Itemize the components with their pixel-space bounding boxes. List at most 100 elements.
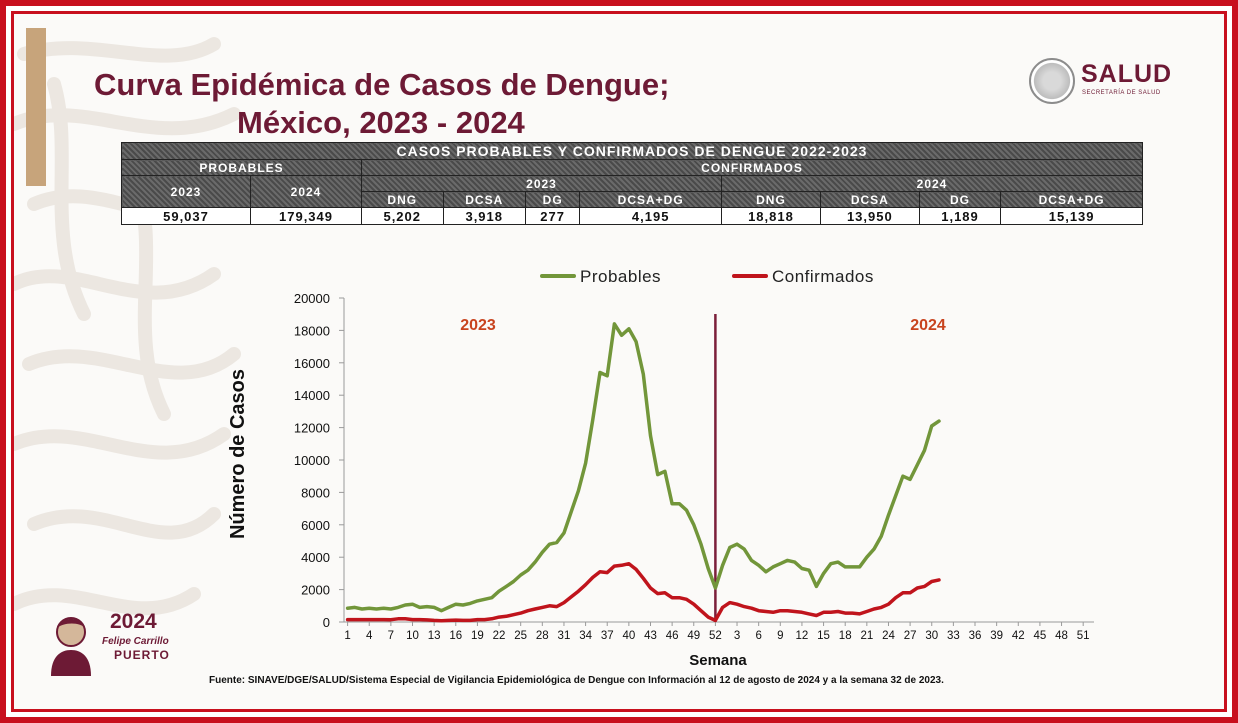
epidemic-curve-chart: Probables Confirmados 0 2000 4000 6000 8000 10…: [227, 267, 1094, 666]
salud-logo-subtext: SECRETARÍA DE SALUD: [1082, 90, 1161, 96]
x-tick-label: 6: [755, 630, 761, 642]
header-dcsa-2024: DCSA: [819, 191, 920, 208]
header-confirmados: CONFIRMADOS: [361, 159, 1143, 176]
y-tick-label: 2000: [301, 583, 330, 598]
header-dcsa-2023: DCSA: [442, 191, 526, 208]
header-dg-2023: DG: [524, 191, 581, 208]
portrait-icon: [51, 617, 91, 676]
header-confirmados-2024: 2024: [721, 175, 1143, 192]
x-tick-label: 51: [1077, 630, 1090, 642]
y-tick-label: 8000: [301, 485, 330, 500]
x-tick-label: 52: [709, 630, 722, 642]
x-tick-label: 43: [644, 630, 657, 642]
year-annotation-2023: 2023: [460, 317, 496, 334]
value-probables-2023: 59,037: [121, 207, 251, 225]
source-footnote: Fuente: SINAVE/DGE/SALUD/Sistema Especia…: [209, 675, 944, 686]
y-tick-label: 18000: [294, 323, 330, 338]
value-dcsa-dg-2023: 4,195: [579, 207, 723, 225]
year-annotation-2024: 2024: [910, 317, 946, 334]
x-tick-label: 3: [734, 630, 740, 642]
x-tick-label: 25: [514, 630, 527, 642]
x-tick-label: 22: [493, 630, 506, 642]
salud-logo-text: SALUD: [1081, 60, 1173, 88]
header-dng-2024: DNG: [721, 191, 821, 208]
header-probables-2024: 2024: [250, 175, 362, 208]
y-tick-label: 10000: [294, 453, 330, 468]
value-probables-2024: 179,349: [250, 207, 362, 225]
header-probables: PROBABLES: [121, 159, 362, 176]
x-tick-label: 33: [947, 630, 960, 642]
x-tick-label: 49: [687, 630, 700, 642]
logo-name: Felipe Carrillo: [102, 636, 169, 647]
x-tick-label: 39: [990, 630, 1003, 642]
table-title: CASOS PROBABLES Y CONFIRMADOS DE DENGUE …: [121, 142, 1143, 160]
chart-series: [345, 322, 941, 623]
gold-accent-bar: [26, 28, 46, 186]
header-confirmados-2023: 2023: [360, 175, 723, 192]
x-tick-label: 16: [449, 630, 462, 642]
header-dcsa-dg-2023: DCSA+DG: [579, 191, 723, 208]
y-tick-label: 20000: [294, 291, 330, 306]
logo-2024-felipe-carrillo-puerto: 2024 Felipe Carrillo PUERTO: [38, 604, 198, 684]
x-tick-label: 10: [406, 630, 419, 642]
background-pattern: [14, 37, 241, 616]
header-dng-2023: DNG: [361, 191, 444, 208]
x-tick-label: 1: [344, 630, 350, 642]
x-tick-label: 27: [904, 630, 917, 642]
salud-logo: SALUD SECRETARÍA DE SALUD: [1029, 58, 1189, 108]
x-tick-label: 34: [579, 630, 592, 642]
header-dg-2024: DG: [918, 191, 1002, 208]
y-tick-label: 16000: [294, 356, 330, 371]
y-tick-label: 0: [323, 615, 330, 630]
x-tick-label: 18: [839, 630, 852, 642]
x-tick-label: 31: [558, 630, 571, 642]
legend-label-probables: Probables: [580, 267, 661, 286]
x-tick-label: 15: [817, 630, 830, 642]
value-dng-2023: 5,202: [361, 207, 444, 225]
x-tick-label: 40: [622, 630, 635, 642]
value-dcsa-dg-2024: 15,139: [1000, 207, 1143, 225]
y-axis: 0 2000 4000 6000 8000 10000 12000 14000 16000 180…: [294, 291, 345, 630]
value-dcsa-2024: 13,950: [819, 207, 920, 225]
header-dcsa-dg-2024: DCSA+DG: [1000, 191, 1143, 208]
value-dng-2024: 18,818: [721, 207, 821, 225]
x-tick-label: 19: [471, 630, 484, 642]
header-probables-2023: 2023: [121, 175, 251, 208]
x-tick-label: 28: [536, 630, 549, 642]
title-line-2: México, 2023 - 2024: [237, 105, 525, 140]
x-axis-label: Semana: [689, 652, 747, 666]
y-axis-label: Número de Casos: [227, 369, 249, 539]
x-tick-label: 45: [1034, 630, 1047, 642]
y-tick-label: 6000: [301, 518, 330, 533]
x-tick-label: 48: [1055, 630, 1068, 642]
x-tick-label: 46: [666, 630, 679, 642]
y-tick-label: 4000: [301, 550, 330, 565]
x-tick-label: 42: [1012, 630, 1025, 642]
series-line-confirmados: [345, 561, 941, 623]
x-tick-label: 9: [777, 630, 783, 642]
x-tick-label: 36: [969, 630, 982, 642]
x-tick-label: 37: [601, 630, 614, 642]
y-tick-label: 12000: [294, 421, 330, 436]
x-tick-label: 21: [860, 630, 873, 642]
x-tick-label: 12: [796, 630, 809, 642]
logo-year: 2024: [110, 610, 157, 633]
value-dcsa-2023: 3,918: [442, 207, 526, 225]
x-tick-label: 24: [882, 630, 895, 642]
y-tick-label: 14000: [294, 388, 330, 403]
chart-legend: Probables Confirmados: [540, 267, 874, 286]
x-tick-label: 7: [388, 630, 394, 642]
value-dg-2023: 277: [524, 207, 581, 225]
cases-table: CASOS PROBABLES Y CONFIRMADOS DE DENGUE …: [121, 142, 1143, 225]
chart-annotations: 2023 2024: [460, 314, 946, 622]
title-line-1: Curva Epidémica de Casos de Dengue;: [94, 67, 670, 102]
slide: Curva Epidémica de Casos de Dengue; Méxi…: [11, 11, 1227, 712]
x-tick-label: 13: [428, 630, 441, 642]
logo-name-2: PUERTO: [114, 648, 170, 662]
x-tick-label: 30: [925, 630, 938, 642]
value-dg-2024: 1,189: [918, 207, 1002, 225]
x-axis: 1 4 7 10 13 16 19 22 25 28 31 34 37 40 43 46 49 52 3 6 9 12 15…: [344, 621, 1094, 642]
legend-label-confirmados: Confirmados: [772, 267, 874, 286]
series-line-probables: [345, 322, 941, 613]
